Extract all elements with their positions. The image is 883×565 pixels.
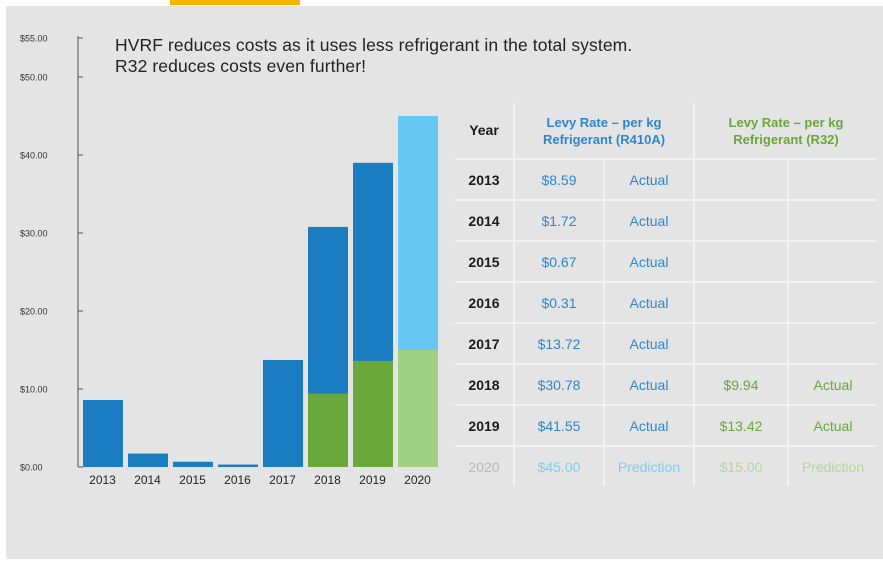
cell-r32-status: Actual <box>787 404 877 445</box>
table-row: 2016 $0.31 Actual <box>455 281 877 322</box>
y-tick-label: $40.00 <box>20 151 48 161</box>
caption-line-2: R32 reduces costs even further! <box>115 56 367 76</box>
cell-year: 2016 <box>455 281 513 322</box>
y-tick-label: $30.00 <box>20 229 48 239</box>
table-row: 2018 $30.78 Actual $9.94 Actual <box>455 363 877 404</box>
cell-r410a-rate: $13.72 <box>513 322 603 363</box>
bar-r410a-2014 <box>128 453 168 467</box>
cell-r32-status <box>787 240 877 281</box>
cell-r32-status: Actual <box>787 363 877 404</box>
caption-line-1: HVRF reduces costs as it uses less refri… <box>115 35 633 55</box>
bar-r32-2019 <box>353 360 393 467</box>
highlight-strip <box>170 0 300 5</box>
header-r32: Levy Rate – per kg Refrigerant (R32) <box>693 103 877 158</box>
header-r32-line1: Levy Rate – per kg <box>728 114 844 130</box>
cell-r32-rate <box>693 322 787 363</box>
cell-r32-rate <box>693 281 787 322</box>
table-row: 2013 $8.59 Actual <box>455 158 877 199</box>
cell-r410a-rate: $41.55 <box>513 404 603 445</box>
cell-year: 2014 <box>455 199 513 240</box>
x-tick-label: 2016 <box>224 473 251 487</box>
x-tick-label: 2014 <box>134 473 161 487</box>
y-tick-label: $0.00 <box>20 463 43 473</box>
table-body: 2013 $8.59 Actual 2014 $1.72 Actual 2015 $0.67 A… <box>455 158 877 486</box>
cell-year: 2019 <box>455 404 513 445</box>
cell-r410a-status: Actual <box>603 199 693 240</box>
cell-r410a-rate: $30.78 <box>513 363 603 404</box>
cell-r410a-rate: $0.31 <box>513 281 603 322</box>
bar-r32-2020 <box>398 350 438 467</box>
bar-r410a-2013 <box>83 399 123 467</box>
y-tick-label: $20.00 <box>20 307 48 317</box>
cell-r410a-rate: $0.67 <box>513 240 603 281</box>
bar-r410a-2016 <box>218 464 258 467</box>
cell-year: 2013 <box>455 158 513 199</box>
cell-r32-status: Prediction <box>787 445 877 486</box>
y-tick-label: $55.00 <box>20 34 48 44</box>
cell-r32-rate <box>693 199 787 240</box>
cell-r410a-rate: $1.72 <box>513 199 603 240</box>
cell-year: 2020 <box>455 445 513 486</box>
table-header-row: Year Levy Rate – per kg Refrigerant (R41… <box>455 103 877 158</box>
header-r410a-line1: Levy Rate – per kg <box>546 114 662 130</box>
table-row: 2014 $1.72 Actual <box>455 199 877 240</box>
cell-year: 2018 <box>455 363 513 404</box>
table-row: 2017 $13.72 Actual <box>455 322 877 363</box>
cell-r32-status <box>787 322 877 363</box>
cell-year: 2017 <box>455 322 513 363</box>
cell-r410a-status: Actual <box>603 158 693 199</box>
table-row: 2015 $0.67 Actual <box>455 240 877 281</box>
header-r410a-line2: Refrigerant (R410A) <box>542 131 666 147</box>
cell-year: 2015 <box>455 240 513 281</box>
x-tick-label: 2015 <box>179 473 206 487</box>
cell-r410a-status: Actual <box>603 281 693 322</box>
cell-r410a-status: Actual <box>603 240 693 281</box>
header-r410a: Levy Rate – per kg Refrigerant (R410A) <box>513 103 693 158</box>
y-tick-label: $50.00 <box>20 73 48 83</box>
cell-r32-status <box>787 199 877 240</box>
levy-rate-table: Year Levy Rate – per kg Refrigerant (R41… <box>455 103 877 486</box>
header-r32-line2: Refrigerant (R32) <box>733 131 839 147</box>
cell-r410a-status: Prediction <box>603 445 693 486</box>
x-tick-label: 2018 <box>314 473 341 487</box>
header-year: Year <box>469 122 499 138</box>
cell-r410a-rate: $45.00 <box>513 445 603 486</box>
cell-r32-rate <box>693 240 787 281</box>
cell-r410a-rate: $8.59 <box>513 158 603 199</box>
table-row: 2020 $45.00 Prediction $15.00 Prediction <box>455 445 877 486</box>
cell-r410a-status: Actual <box>603 322 693 363</box>
bar-r32-2018 <box>308 393 348 467</box>
table-row: 2019 $41.55 Actual $13.42 Actual <box>455 404 877 445</box>
x-tick-label: 2013 <box>89 473 116 487</box>
chart-caption: HVRF reduces costs as it uses less refri… <box>115 35 855 77</box>
cell-r410a-status: Actual <box>603 363 693 404</box>
cell-r32-status <box>787 158 877 199</box>
cell-r32-rate <box>693 158 787 199</box>
x-tick-label: 2017 <box>269 473 296 487</box>
cell-r32-rate: $13.42 <box>693 404 787 445</box>
cell-r32-rate: $15.00 <box>693 445 787 486</box>
cell-r32-status <box>787 281 877 322</box>
x-tick-label: 2020 <box>404 473 431 487</box>
x-tick-label: 2019 <box>359 473 386 487</box>
cell-r410a-status: Actual <box>603 404 693 445</box>
y-tick-label: $10.00 <box>20 385 48 395</box>
cell-r32-rate: $9.94 <box>693 363 787 404</box>
bar-r410a-2015 <box>173 461 213 467</box>
bar-r410a-2017 <box>263 359 303 467</box>
